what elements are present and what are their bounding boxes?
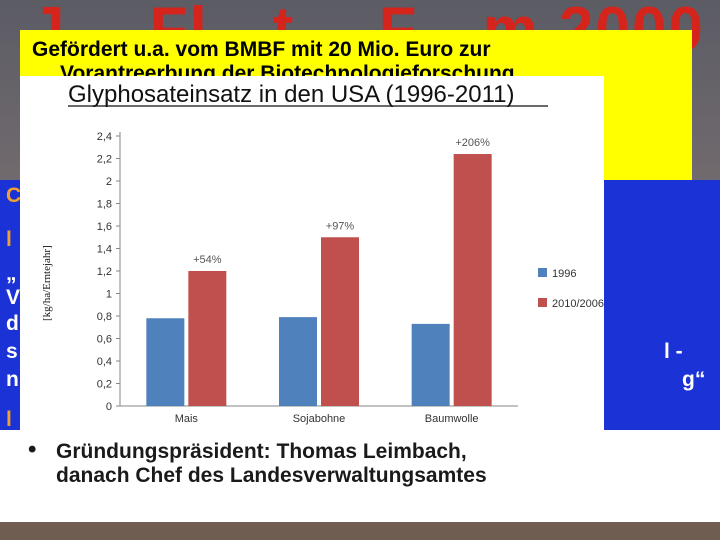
y-tick-label: 2 (106, 176, 112, 188)
bar-2010-2006-2010-baumwolle (453, 154, 492, 406)
yellow-line-1: Gefördert u.a. vom BMBF mit 20 Mio. Euro… (32, 38, 491, 61)
x-tick-label: Mais (175, 413, 199, 425)
y-tick-label: 0 (106, 401, 112, 413)
blue-left-s: s (6, 340, 18, 363)
y-tick-label: 0,4 (97, 356, 112, 368)
blue-right-dash: l - (664, 340, 683, 363)
x-tick-label: Sojabohne (293, 413, 346, 425)
bullet-icon-bottom: • (28, 436, 37, 463)
y-tick-label: 1,8 (97, 199, 112, 211)
bar-2010-2006-2010-sojabohne (321, 237, 359, 406)
y-tick-label: 1,4 (97, 244, 112, 256)
bar-1996-baumwolle (411, 323, 450, 406)
y-tick-label: 0,2 (97, 379, 112, 391)
legend-label: 1996 (552, 268, 576, 280)
chart-title: Glyphosateinsatz in den USA (1996-2011) (68, 81, 515, 108)
y-tick-label: 1,6 (97, 221, 112, 233)
y-tick-label: 2,4 (97, 131, 112, 143)
chart-panel: Glyphosateinsatz in den USA (1996-2011) [… (20, 76, 604, 446)
blue-right-quote: g“ (682, 368, 706, 391)
y-tick-label: 0,8 (97, 311, 112, 323)
blue-left-l2: l (6, 408, 12, 431)
blue-quote-start: „ (6, 262, 17, 285)
bullet-bottom-line-1: Gründungspräsident: Thomas Leimbach, (56, 440, 467, 463)
white-strip-text: kein Recht auf einen konstanten Meeressp… (6, 494, 495, 517)
y-axis-label: [kg/ha/Erntejahr] (41, 245, 53, 321)
legend-swatch (538, 268, 547, 277)
bar-chart: Glyphosateinsatz in den USA (1996-2011) [… (41, 81, 604, 425)
y-tick-label: 1 (106, 289, 112, 301)
legend-swatch (538, 298, 547, 307)
bar-1996-mais (146, 318, 185, 406)
bar-annotation: +97% (326, 220, 355, 232)
y-tick-label: 2,2 (97, 154, 112, 166)
y-tick-label: 0,6 (97, 334, 112, 346)
blue-left-c: C (6, 184, 22, 207)
legend-label: 2010/2006/2010 (552, 298, 604, 310)
blue-left-l1: l (6, 228, 12, 251)
x-tick-label: Baumwolle (425, 413, 479, 425)
bullet-bottom-line-2: danach Chef des Landesverwaltungsamtes (56, 464, 487, 487)
bar-2010-2006-2010-mais (188, 271, 227, 406)
bar-annotation: +54% (193, 254, 222, 266)
blue-left-v: V (6, 286, 21, 309)
bar-annotation: +206% (455, 137, 490, 149)
bar-1996-sojabohne (279, 317, 317, 406)
blue-left-d: d (6, 312, 19, 335)
blue-left-n: n (6, 368, 19, 391)
y-tick-label: 1,2 (97, 266, 112, 278)
